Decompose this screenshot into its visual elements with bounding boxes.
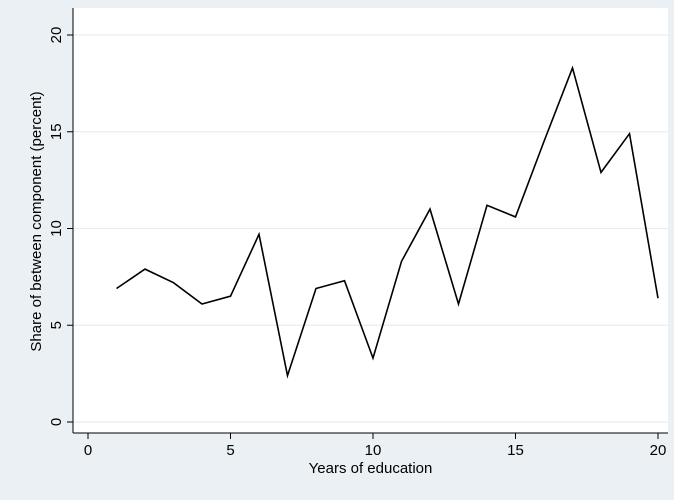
x-tick-label: 10: [365, 442, 382, 459]
y-tick-label: 10: [48, 220, 65, 237]
y-axis-title: Share of between component (percent): [28, 91, 45, 351]
y-tick-label: 0: [48, 418, 65, 426]
x-tick-label: 15: [507, 442, 524, 459]
x-tick-label: 20: [650, 442, 667, 459]
y-tick-label: 20: [48, 27, 65, 44]
x-axis-title: Years of education: [309, 460, 433, 477]
plot-area: [73, 8, 668, 433]
x-tick-label: 5: [226, 442, 234, 459]
x-tick-label: 0: [84, 442, 92, 459]
y-tick-label: 15: [48, 123, 65, 140]
y-tick-label: 5: [48, 321, 65, 329]
